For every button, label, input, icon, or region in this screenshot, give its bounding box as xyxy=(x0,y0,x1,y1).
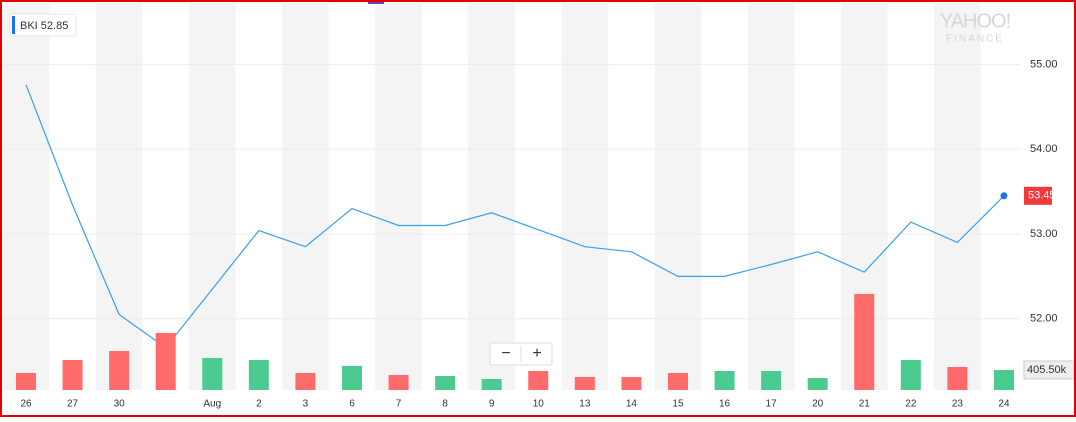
x-tick-label: 13 xyxy=(579,399,591,410)
volume-bar xyxy=(435,375,456,390)
zoom-out[interactable]: − xyxy=(501,345,510,362)
last-price-tag xyxy=(1024,186,1052,205)
x-tick-label: 24 xyxy=(998,399,1010,410)
x-tick-label: 6 xyxy=(349,399,355,410)
volume-bar xyxy=(388,374,409,390)
volume-bar xyxy=(807,378,828,390)
volume-bar xyxy=(155,332,176,390)
day-band xyxy=(561,3,609,390)
legend-swatch xyxy=(12,16,15,34)
zoom-in[interactable]: + xyxy=(532,345,541,362)
day-band xyxy=(747,3,795,390)
x-tick-label: 15 xyxy=(672,399,684,410)
volume-bar xyxy=(248,359,269,390)
day-band xyxy=(375,3,422,390)
last-price-label: 53.45 xyxy=(1028,190,1056,202)
x-tick-label: 17 xyxy=(766,399,778,410)
legend: BKI 52.85 xyxy=(9,13,77,37)
day-bands xyxy=(2,3,981,390)
legend-name: BKI xyxy=(20,20,38,32)
x-tick-label: 27 xyxy=(67,399,79,410)
watermark-title: YAHOO! xyxy=(940,10,1010,32)
x-tick-label: 23 xyxy=(952,399,964,410)
x-tick-label: 8 xyxy=(442,399,448,410)
x-tick-label: 10 xyxy=(533,399,545,410)
x-tick-label: 22 xyxy=(905,399,917,410)
day-band xyxy=(654,3,702,390)
volume-bar xyxy=(621,376,642,390)
y-tick-label: 55.00 xyxy=(1030,58,1058,70)
legend-value: 52.85 xyxy=(41,20,69,32)
x-tick-label: 3 xyxy=(303,399,309,410)
price-line xyxy=(25,84,1005,349)
volume-label: 405.50k xyxy=(1027,364,1067,376)
x-tick-label: 26 xyxy=(20,399,32,410)
watermark-subtitle: FINANCE xyxy=(946,34,1004,45)
volume-bar xyxy=(667,372,688,390)
legend-label: BKI 52.85 xyxy=(20,20,68,32)
x-tick-label: 7 xyxy=(396,399,402,410)
volume-bar xyxy=(993,369,1014,390)
day-band xyxy=(282,3,329,390)
volume-bar xyxy=(714,370,735,390)
zoom-controls: − + xyxy=(489,342,553,366)
day-band xyxy=(95,3,143,390)
day-band xyxy=(188,3,236,390)
volume-bar xyxy=(62,359,83,390)
day-band xyxy=(934,3,981,390)
y-tick-label: 52.00 xyxy=(1030,313,1058,325)
x-tick-label: 20 xyxy=(812,399,824,410)
volume-bar xyxy=(761,370,782,390)
volume-bar xyxy=(16,372,36,390)
volume-bar xyxy=(295,372,316,390)
x-tick-label: 21 xyxy=(859,399,871,410)
volume-bar xyxy=(854,293,875,390)
volume-bar xyxy=(109,350,130,390)
day-band xyxy=(468,3,515,390)
x-tick-label: Aug xyxy=(203,399,221,410)
volume-bar xyxy=(481,378,502,390)
volume-bar xyxy=(947,366,968,390)
x-tick-label: 30 xyxy=(114,399,126,410)
volume-bar xyxy=(900,359,921,390)
volume-bar xyxy=(202,357,223,390)
x-tick-label: 2 xyxy=(256,399,262,410)
day-band xyxy=(2,3,50,390)
x-tick-label: 16 xyxy=(719,399,731,410)
volume-bar xyxy=(341,365,362,390)
x-tick-label: 9 xyxy=(489,399,495,410)
legend-box xyxy=(9,13,77,37)
y-tick-label: 54.00 xyxy=(1030,143,1058,155)
last-point xyxy=(1000,192,1008,200)
volume-bar xyxy=(528,370,549,390)
x-tick-label: 14 xyxy=(626,399,638,410)
y-tick-label: 53.00 xyxy=(1030,228,1058,240)
volume-bar xyxy=(574,376,595,390)
